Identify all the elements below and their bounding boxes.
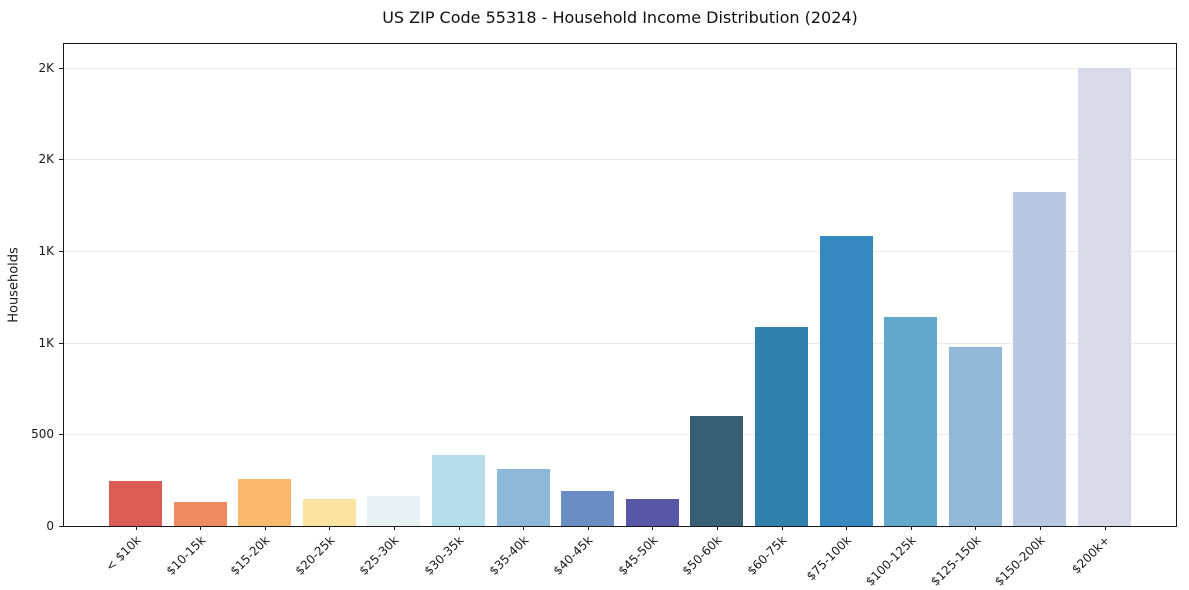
bar-$20-25k (302, 499, 356, 526)
bar-$200k+ (1077, 68, 1131, 526)
x-tick-mark (975, 526, 977, 530)
x-tick-label: $15-20k (227, 533, 273, 578)
chart-title: US ZIP Code 55318 - Household Income Dis… (382, 8, 858, 27)
x-tick-label: $150-200k (992, 533, 1048, 589)
y-tick-mark (59, 159, 63, 161)
bar-$30-35k (431, 455, 485, 526)
y-tick-mark (59, 526, 63, 527)
plot-area: 0 500 1K 1K 2K 2K < $10k $10-15k $15-20k $20-25k… (31, 43, 1177, 589)
x-tick-label: $125-150k (927, 533, 984, 589)
gridline (64, 67, 1176, 69)
y-tick-mark (59, 342, 63, 344)
x-tick-mark (1104, 526, 1106, 530)
bar-$75-100k (819, 235, 873, 526)
x-tick-label: $30-35k (421, 533, 467, 578)
x-tick-mark (910, 526, 912, 530)
x-tick-label: $25-30k (356, 533, 402, 578)
x-tick-label: $200k+ (1068, 533, 1113, 577)
x-tick-mark (393, 526, 395, 530)
x-tick-mark (1039, 526, 1041, 530)
bar-$25-30k (367, 495, 421, 526)
x-tick-mark (200, 526, 202, 530)
gridline (64, 434, 1176, 436)
y-tick-mark (59, 434, 63, 436)
x-tick-label: $40-45k (550, 533, 596, 578)
x-tick-mark (846, 526, 848, 530)
bar-$35-40k (496, 469, 550, 526)
x-tick-label: $60-75k (744, 533, 790, 578)
x-tick-label: $35-40k (486, 533, 531, 578)
x-tick-label: $50-60k (679, 533, 725, 578)
y-tick-label: 2K (38, 60, 54, 75)
x-tick-label: $45-50k (615, 533, 661, 578)
bar-< $10k (109, 481, 162, 526)
y-tick-label: 0 (46, 519, 54, 533)
gridline (64, 342, 1176, 344)
y-tick-label: 500 (31, 427, 54, 442)
x-tick-mark (781, 526, 783, 530)
y-axis-label: Households (6, 247, 22, 323)
gridline (64, 159, 1176, 161)
bar-$45-50k (625, 498, 679, 526)
bar-$40-45k (561, 491, 615, 526)
y-tick-label: 1K (38, 244, 54, 259)
bar-$15-20k (238, 478, 292, 526)
y-tick-mark (59, 251, 63, 253)
x-tick-mark (587, 526, 589, 530)
bar-$100-125k (884, 316, 938, 526)
bar-$125-150k (948, 347, 1002, 526)
bar-$10-15k (173, 501, 227, 526)
bar-$60-75k (754, 327, 808, 526)
x-tick-mark (652, 526, 654, 530)
x-tick-label: $100-125k (862, 533, 919, 589)
x-tick-label: $10-15k (163, 533, 208, 578)
x-tick-label: < $10k (102, 533, 144, 574)
x-tick-mark (329, 526, 331, 530)
x-tick-mark (523, 526, 525, 530)
y-tick-label: 2K (38, 152, 54, 167)
gridline (64, 251, 1176, 253)
x-tick-label: $20-25k (292, 533, 338, 578)
y-tick-mark (59, 67, 63, 69)
bars-container (64, 44, 1176, 526)
x-tick-mark (135, 526, 137, 530)
bar-$50-60k (690, 415, 744, 526)
x-tick-mark (716, 526, 718, 530)
x-tick-mark (264, 526, 266, 530)
bar-$150-200k (1013, 192, 1067, 526)
x-tick-label: $75-100k (803, 533, 854, 584)
x-tick-mark (458, 526, 460, 530)
y-tick-label: 1K (38, 335, 54, 350)
